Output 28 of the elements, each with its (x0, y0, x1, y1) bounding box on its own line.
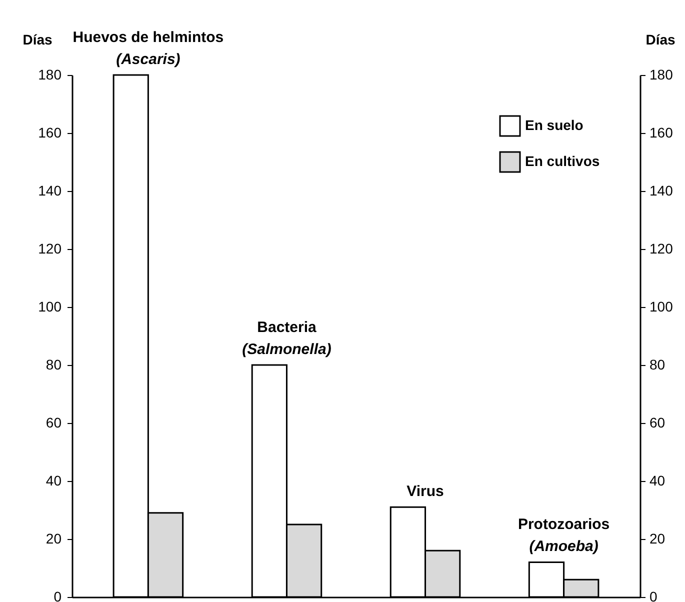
y2-tick-label: 60 (650, 414, 666, 430)
y-tick-label: 160 (38, 124, 62, 140)
y2-tick-label: 140 (650, 182, 674, 198)
y-tick-label: 120 (38, 240, 62, 256)
y2-tick-label: 100 (650, 298, 674, 314)
y2-tick-label: 80 (650, 356, 666, 372)
y-axis-title: Días (22, 32, 52, 48)
x-tick-label: Virus (406, 483, 444, 500)
y-tick-label: 60 (46, 414, 62, 430)
category-label: Protozoarios (Amoeba) (518, 516, 610, 556)
y-tick-label: 80 (46, 356, 62, 372)
y2-tick-label: 120 (650, 240, 674, 256)
y2-axis-title: Días (646, 32, 676, 48)
category-label: Bacteria (Salmonella) (242, 319, 332, 358)
y2-tick-label: 160 (650, 124, 674, 140)
y-tick-label: 140 (38, 182, 62, 198)
y2-tick-label: 0 (650, 588, 658, 602)
category-label: Huevos de helmintos (Ascaris) (72, 29, 224, 68)
y-tick-label: 0 (54, 588, 62, 602)
y-tick-label: 20 (46, 530, 62, 546)
y-tick-label: 40 (46, 472, 62, 488)
y2-tick-label: 180 (650, 66, 674, 82)
y2-tick-label: 40 (650, 472, 666, 488)
y2-tick-label: 20 (650, 530, 666, 546)
y-tick-label: 180 (38, 66, 62, 82)
legend-label: En suelo (525, 117, 584, 133)
y-tick-label: 100 (38, 298, 62, 314)
legend-label: En cultivos (525, 153, 600, 169)
